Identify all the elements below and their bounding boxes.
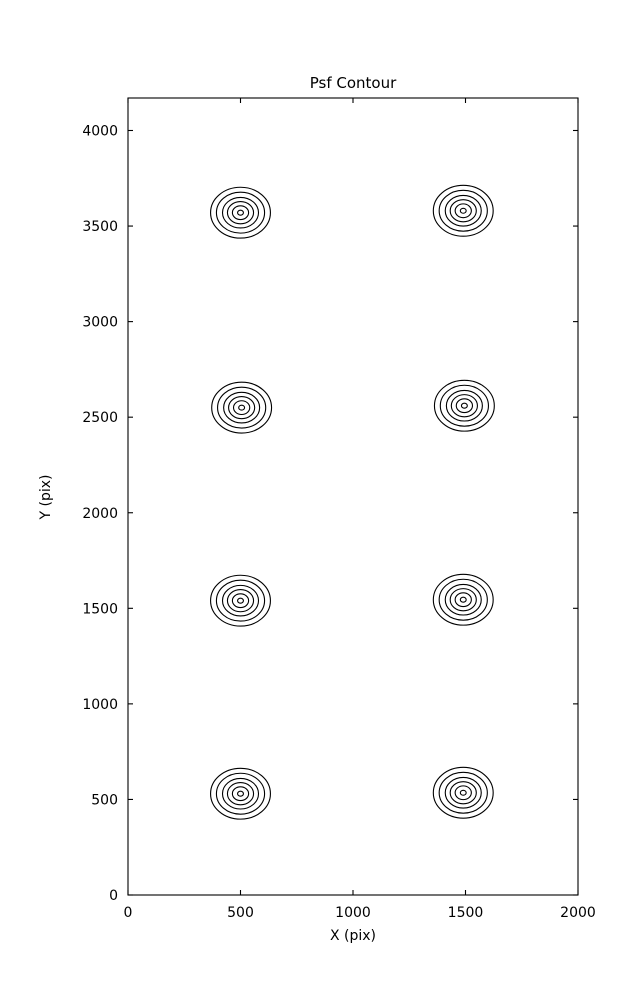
contour-level-6 (460, 402, 468, 409)
contour-level-4 (226, 589, 255, 613)
contour-level-1 (210, 574, 271, 627)
contour-level-3 (444, 776, 482, 809)
contour-level-4 (449, 199, 477, 223)
contour-level-1 (211, 381, 273, 434)
contour-level-6 (237, 790, 244, 797)
contour-level-2 (438, 771, 488, 814)
contour-level-4 (228, 395, 256, 420)
contour-level-2 (215, 772, 266, 815)
axis-ticks (127, 98, 579, 896)
contour-series (210, 184, 495, 820)
contour-level-6 (237, 597, 244, 604)
psf-source-7 (210, 767, 271, 820)
contour-level-1 (210, 186, 271, 239)
contour-level-1 (433, 379, 495, 432)
contour-level-5 (454, 203, 472, 219)
contour-level-3 (444, 583, 482, 616)
y-tick-label-6: 3000 (82, 315, 118, 331)
y-tick-label-3: 1500 (82, 601, 118, 617)
contour-level-2 (439, 384, 489, 427)
x-tick-label-4: 2000 (560, 905, 596, 921)
contour-level-5 (231, 786, 250, 802)
contour-level-3 (221, 777, 260, 810)
contour-level-3 (445, 389, 483, 422)
contour-level-6 (459, 789, 467, 796)
contour-level-2 (215, 579, 266, 622)
contour-level-1 (210, 767, 271, 820)
contour-level-4 (449, 588, 477, 612)
contour-level-3 (444, 194, 482, 227)
contour-level-6 (237, 209, 244, 216)
contour-level-3 (223, 391, 261, 424)
psf-source-4 (433, 379, 495, 432)
x-tick-label-2: 1000 (335, 905, 371, 921)
contour-level-3 (221, 584, 260, 617)
contour-level-5 (232, 400, 251, 416)
psf-source-6 (432, 573, 494, 626)
axis-tick-labels: 0 500 1000 1500 2000 0 500 1000 1500 2000 2500 3000… (82, 123, 595, 921)
contour-level-4 (449, 781, 477, 805)
contour-level-5 (455, 398, 474, 414)
y-tick-label-5: 2500 (82, 410, 118, 426)
contour-level-6 (459, 596, 467, 603)
x-tick-label-1: 500 (227, 905, 254, 921)
contour-level-1 (432, 184, 494, 237)
contour-level-5 (454, 592, 472, 608)
contour-level-5 (231, 593, 250, 609)
contour-level-2 (438, 578, 488, 621)
psf-source-8 (432, 766, 494, 819)
x-tick-label-0: 0 (124, 905, 133, 921)
y-tick-label-8: 4000 (82, 123, 118, 139)
psf-source-1 (210, 186, 271, 239)
x-tick-label-3: 1500 (448, 905, 484, 921)
contour-level-6 (459, 207, 467, 214)
plot-background (128, 98, 578, 895)
chart-title: Psf Contour (310, 74, 397, 92)
contour-level-4 (450, 394, 478, 418)
psf-source-3 (211, 381, 273, 434)
contour-level-2 (215, 191, 266, 234)
y-tick-label-2: 1000 (82, 697, 118, 713)
contour-level-5 (454, 785, 472, 801)
contour-level-1 (432, 573, 494, 626)
contour-level-6 (238, 404, 246, 411)
contour-level-2 (217, 386, 267, 429)
contour-level-5 (231, 205, 250, 221)
psf-source-2 (432, 184, 494, 237)
y-tick-label-4: 2000 (82, 506, 118, 522)
x-axis-label: X (pix) (330, 928, 376, 944)
psf-source-5 (210, 574, 271, 627)
y-axis-label: Y (pix) (38, 475, 54, 521)
contour-level-4 (226, 201, 255, 225)
y-tick-label-1: 500 (91, 792, 118, 808)
y-tick-label-7: 3500 (82, 219, 118, 235)
contour-level-4 (226, 782, 255, 806)
contour-level-2 (438, 189, 488, 232)
contour-level-1 (432, 766, 494, 819)
contour-level-3 (221, 196, 260, 229)
y-tick-label-0: 0 (109, 888, 118, 904)
